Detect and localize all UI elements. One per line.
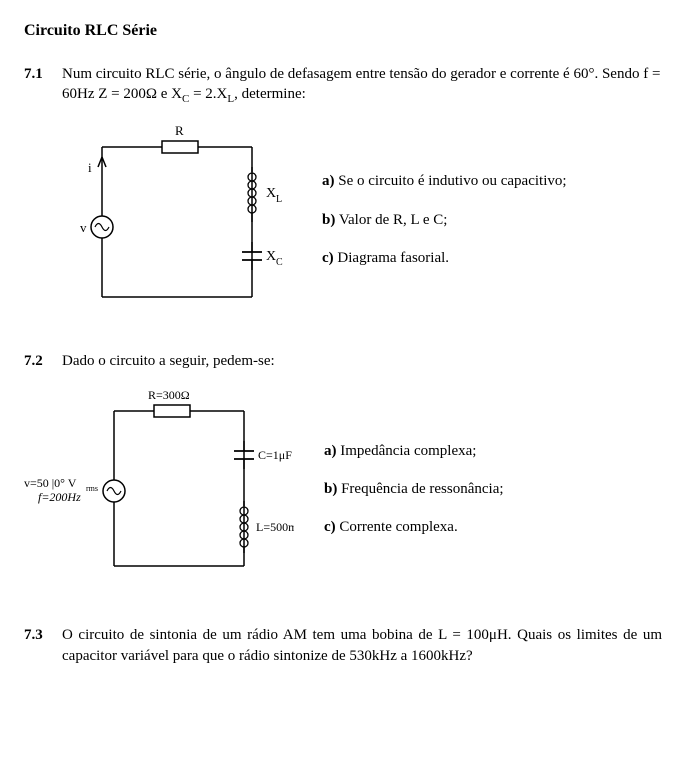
exercise-7-2: 7.2 Dado o circuito a seguir, pedem-se: … xyxy=(24,351,662,598)
item-b: b) Valor de R, L e C; xyxy=(322,210,662,230)
svg-text:i: i xyxy=(88,160,92,175)
ex-number: 7.3 xyxy=(24,625,62,666)
exercise-7-1: 7.1 Num circuito RLC série, o ângulo de … xyxy=(24,64,662,323)
label: a) xyxy=(324,443,337,459)
label: c) xyxy=(322,250,334,266)
svg-text:R=300Ω: R=300Ω xyxy=(148,388,190,402)
item-c: c) Corrente complexa. xyxy=(324,517,662,537)
text: Corrente complexa. xyxy=(339,519,457,535)
circuit-diagram-7-1: i v R X L xyxy=(62,117,292,323)
svg-text:v=50 |0° V: v=50 |0° V xyxy=(24,476,77,490)
text: Diagrama fasorial. xyxy=(337,250,449,266)
svg-text:L=500mH: L=500mH xyxy=(256,520,294,534)
page-title: Circuito RLC Série xyxy=(24,20,662,42)
svg-text:C=1μF: C=1μF xyxy=(258,448,292,462)
svg-text:f=200Hz: f=200Hz xyxy=(38,490,81,504)
svg-text:X: X xyxy=(266,186,276,201)
exercise-7-3: 7.3 O circuito de sintonia de um rádio A… xyxy=(24,625,662,666)
text: Impedância complexa; xyxy=(340,443,476,459)
text: Num circuito RLC série, o ângulo de defa… xyxy=(62,66,660,102)
circuit-diagram-7-2: v=50 |0° V rms f=200Hz R=300Ω C=1μF xyxy=(24,381,294,597)
svg-text:C: C xyxy=(276,257,283,268)
ex-statement: Dado o circuito a seguir, pedem-se: xyxy=(62,351,662,371)
text: Valor de R, L e C; xyxy=(339,212,448,228)
label: c) xyxy=(324,519,336,535)
text: Frequência de ressonância; xyxy=(341,481,503,497)
label: b) xyxy=(322,212,335,228)
item-b: b) Frequência de ressonância; xyxy=(324,479,662,499)
text: Se o circuito é indutivo ou capacitivo; xyxy=(338,173,566,189)
svg-text:rms: rms xyxy=(86,484,98,493)
ex-number: 7.2 xyxy=(24,351,62,371)
svg-text:L: L xyxy=(276,194,282,205)
question-list: a) Impedância complexa; b) Frequência de… xyxy=(324,423,662,556)
question-list: a) Se o circuito é indutivo ou capacitiv… xyxy=(322,153,662,286)
svg-text:v: v xyxy=(80,220,87,235)
item-a: a) Impedância complexa; xyxy=(324,441,662,461)
svg-text:R: R xyxy=(175,123,184,138)
ex-statement: O circuito de sintonia de um rádio AM te… xyxy=(62,625,662,666)
ex-number: 7.1 xyxy=(24,64,62,107)
text: = 2.X xyxy=(189,86,227,102)
svg-text:X: X xyxy=(266,249,276,264)
label: b) xyxy=(324,481,337,497)
item-a: a) Se o circuito é indutivo ou capacitiv… xyxy=(322,171,662,191)
text: , determine: xyxy=(234,86,306,102)
label: a) xyxy=(322,173,335,189)
item-c: c) Diagrama fasorial. xyxy=(322,248,662,268)
ex-statement: Num circuito RLC série, o ângulo de defa… xyxy=(62,64,662,107)
